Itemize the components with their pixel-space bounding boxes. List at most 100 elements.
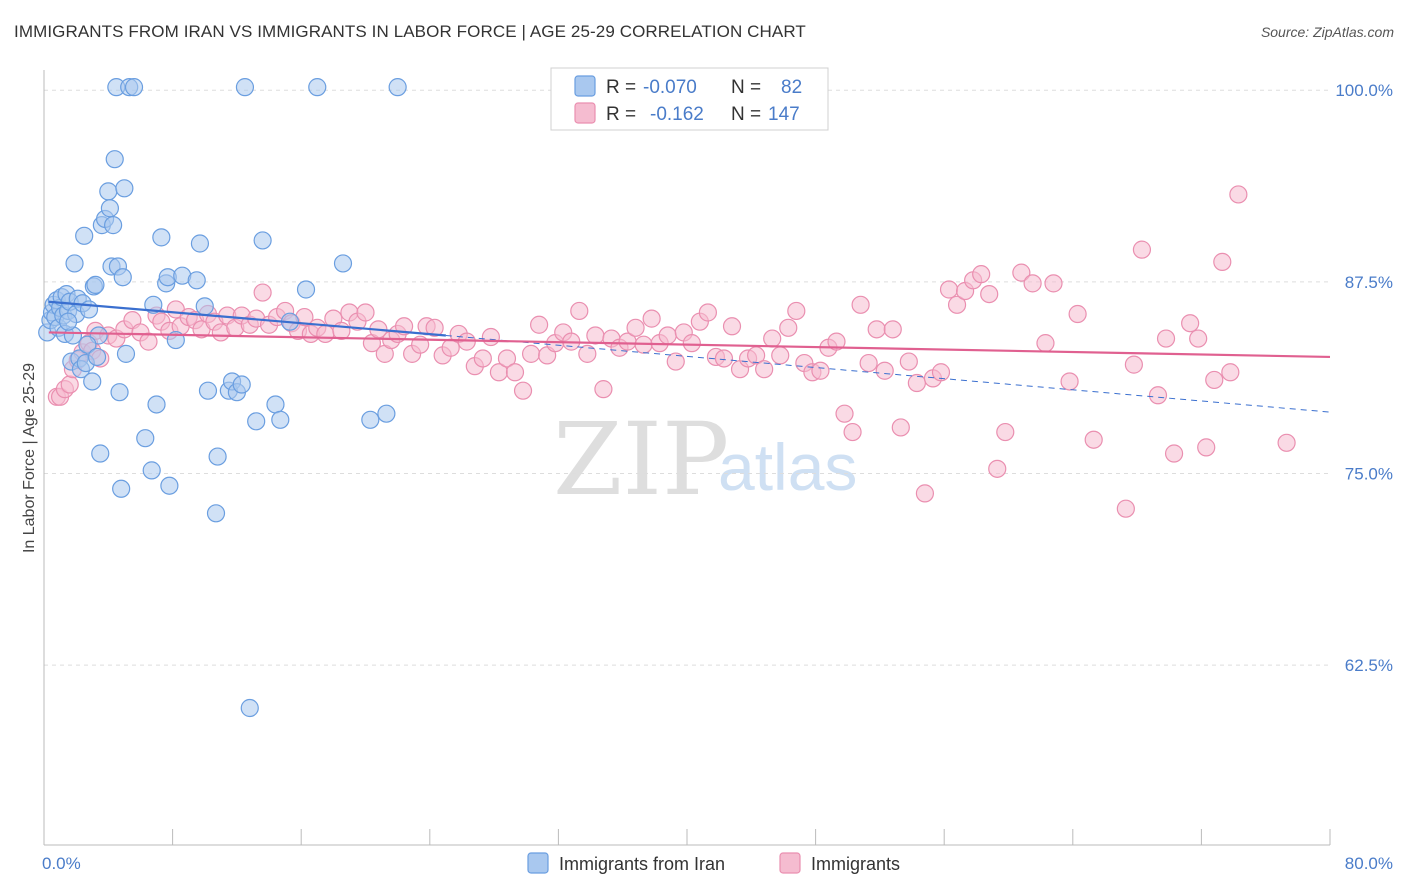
y-tick-label-3: 100.0%: [1335, 81, 1393, 100]
immigrants-point-93: [714, 349, 734, 368]
immigrants-point-64: [481, 327, 500, 347]
iran-point-45: [124, 78, 144, 97]
series-legend-label-immigrants: Immigrants: [811, 854, 900, 874]
immigrants-point-118: [915, 484, 935, 503]
immigrants-point-114: [883, 320, 902, 339]
immigrants-point-131: [1036, 334, 1055, 353]
immigrants-point-149: [1277, 433, 1296, 452]
iran-point-57: [190, 234, 210, 253]
iran-point-16: [65, 254, 84, 273]
iran-point-59: [198, 381, 218, 400]
legend-n-label-immigrants: N =: [731, 104, 761, 125]
iran-point-22: [75, 226, 94, 245]
immigrants-point-69: [521, 344, 541, 363]
y-tick-label-0: 62.5%: [1345, 656, 1393, 675]
iran-point-33: [100, 199, 120, 218]
immigrants-point-142: [1181, 314, 1200, 333]
iran-point-75: [333, 254, 353, 273]
iran-point-65: [232, 375, 251, 394]
iran-point-60: [206, 504, 226, 523]
immigrants-point-63: [473, 349, 492, 368]
iran-point-35: [104, 216, 123, 235]
iran-point-68: [247, 412, 266, 431]
chart-source: Source: ZipAtlas.com: [1260, 24, 1394, 40]
iran-point-56: [187, 271, 206, 290]
series-legend: Immigrants from Iran Immigrants: [527, 852, 900, 874]
series-legend-swatch-iran: [527, 852, 549, 874]
iran-point-42: [115, 179, 134, 198]
chart-title: IMMIGRANTS FROM IRAN VS IMMIGRANTS IN LA…: [14, 22, 806, 41]
legend-swatch-iran: [574, 75, 596, 97]
immigrants-point-126: [980, 284, 999, 304]
immigrants-point-101: [779, 318, 798, 337]
x-tick-label-min: 0.0%: [42, 854, 81, 873]
immigrants-point-135: [1084, 430, 1103, 449]
immigrants-point-87: [666, 352, 685, 371]
iran-point-53: [160, 476, 179, 495]
immigrants-point-77: [586, 326, 605, 345]
immigrants-point-42: [316, 324, 335, 344]
iran-point-48: [144, 295, 163, 314]
immigrants-point-94: [722, 317, 742, 336]
axes: [43, 70, 1331, 846]
immigrants-point-140: [1156, 329, 1176, 348]
immigrants-point-143: [1189, 329, 1208, 348]
legend-box: [550, 67, 829, 131]
legend-r-label-immigrants: R =: [606, 104, 636, 125]
immigrants-point-130: [1023, 274, 1042, 293]
iran-point-47: [142, 461, 161, 480]
iran-point-74: [308, 78, 327, 97]
iran-point-70: [266, 395, 285, 414]
iran-point-40: [112, 479, 131, 498]
immigrants-point-115: [891, 418, 910, 437]
iran-point-36: [105, 150, 124, 169]
iran-point-71: [271, 410, 290, 429]
immigrants-point-78: [594, 380, 613, 399]
immigrants-point-148: [1229, 185, 1248, 204]
immigrants-point-125: [972, 265, 991, 284]
legend-r-value-immigrants: -0.162: [650, 104, 704, 125]
y-tick-label-2: 87.5%: [1345, 273, 1393, 292]
x-tick-label-max: 80.0%: [1345, 854, 1393, 873]
immigrants-point-121: [939, 280, 959, 299]
iran-point-76: [361, 410, 380, 429]
iran-point-80: [78, 335, 97, 354]
immigrants-point-98: [755, 360, 774, 379]
immigrants-point-84: [642, 309, 661, 328]
immigrants-point-100: [771, 346, 790, 365]
immigrants-point-136: [1116, 499, 1135, 518]
series-legend-swatch-immigrants: [779, 852, 801, 874]
legend-n-value-iran: 82: [781, 77, 802, 98]
iran-point-27: [86, 275, 105, 294]
iran-point-32: [99, 182, 118, 201]
immigrants-point-107: [827, 332, 846, 351]
correlation-legend: R = -0.070 N = 82 R = -0.162 N = 147: [550, 67, 829, 131]
iran-trend-line: [48, 300, 446, 337]
iran-point-25: [83, 372, 102, 391]
series-legend-label-iran: Immigrants from Iran: [559, 854, 725, 874]
immigrants-point-134: [1068, 304, 1087, 324]
immigrants-point-120: [931, 363, 951, 382]
immigrants-point-91: [698, 303, 717, 322]
immigrants-point-138: [1132, 240, 1152, 259]
iran-point-67: [240, 698, 259, 718]
immigrants-point-144: [1197, 438, 1216, 457]
y-tick-label-1: 75.0%: [1345, 464, 1393, 483]
immigrants-point-70: [530, 315, 549, 334]
immigrants-point-127: [988, 459, 1007, 478]
data-points: [38, 78, 1296, 718]
iran-point-43: [116, 344, 136, 363]
immigrants-point-105: [811, 361, 830, 380]
immigrants-point-145: [1205, 370, 1224, 390]
iran-point-66: [235, 78, 255, 97]
immigrants-point-112: [867, 320, 886, 339]
immigrants-point-76: [578, 344, 597, 363]
immigrants-point-110: [851, 295, 870, 314]
trend-lines: [48, 300, 1331, 413]
iran-point-24: [79, 300, 99, 319]
immigrants-point-57: [425, 318, 444, 337]
iran-point-49: [147, 395, 166, 414]
immigrants-point-89: [682, 334, 701, 353]
immigrants-point-75: [570, 301, 589, 321]
iran-point-69: [253, 231, 272, 250]
